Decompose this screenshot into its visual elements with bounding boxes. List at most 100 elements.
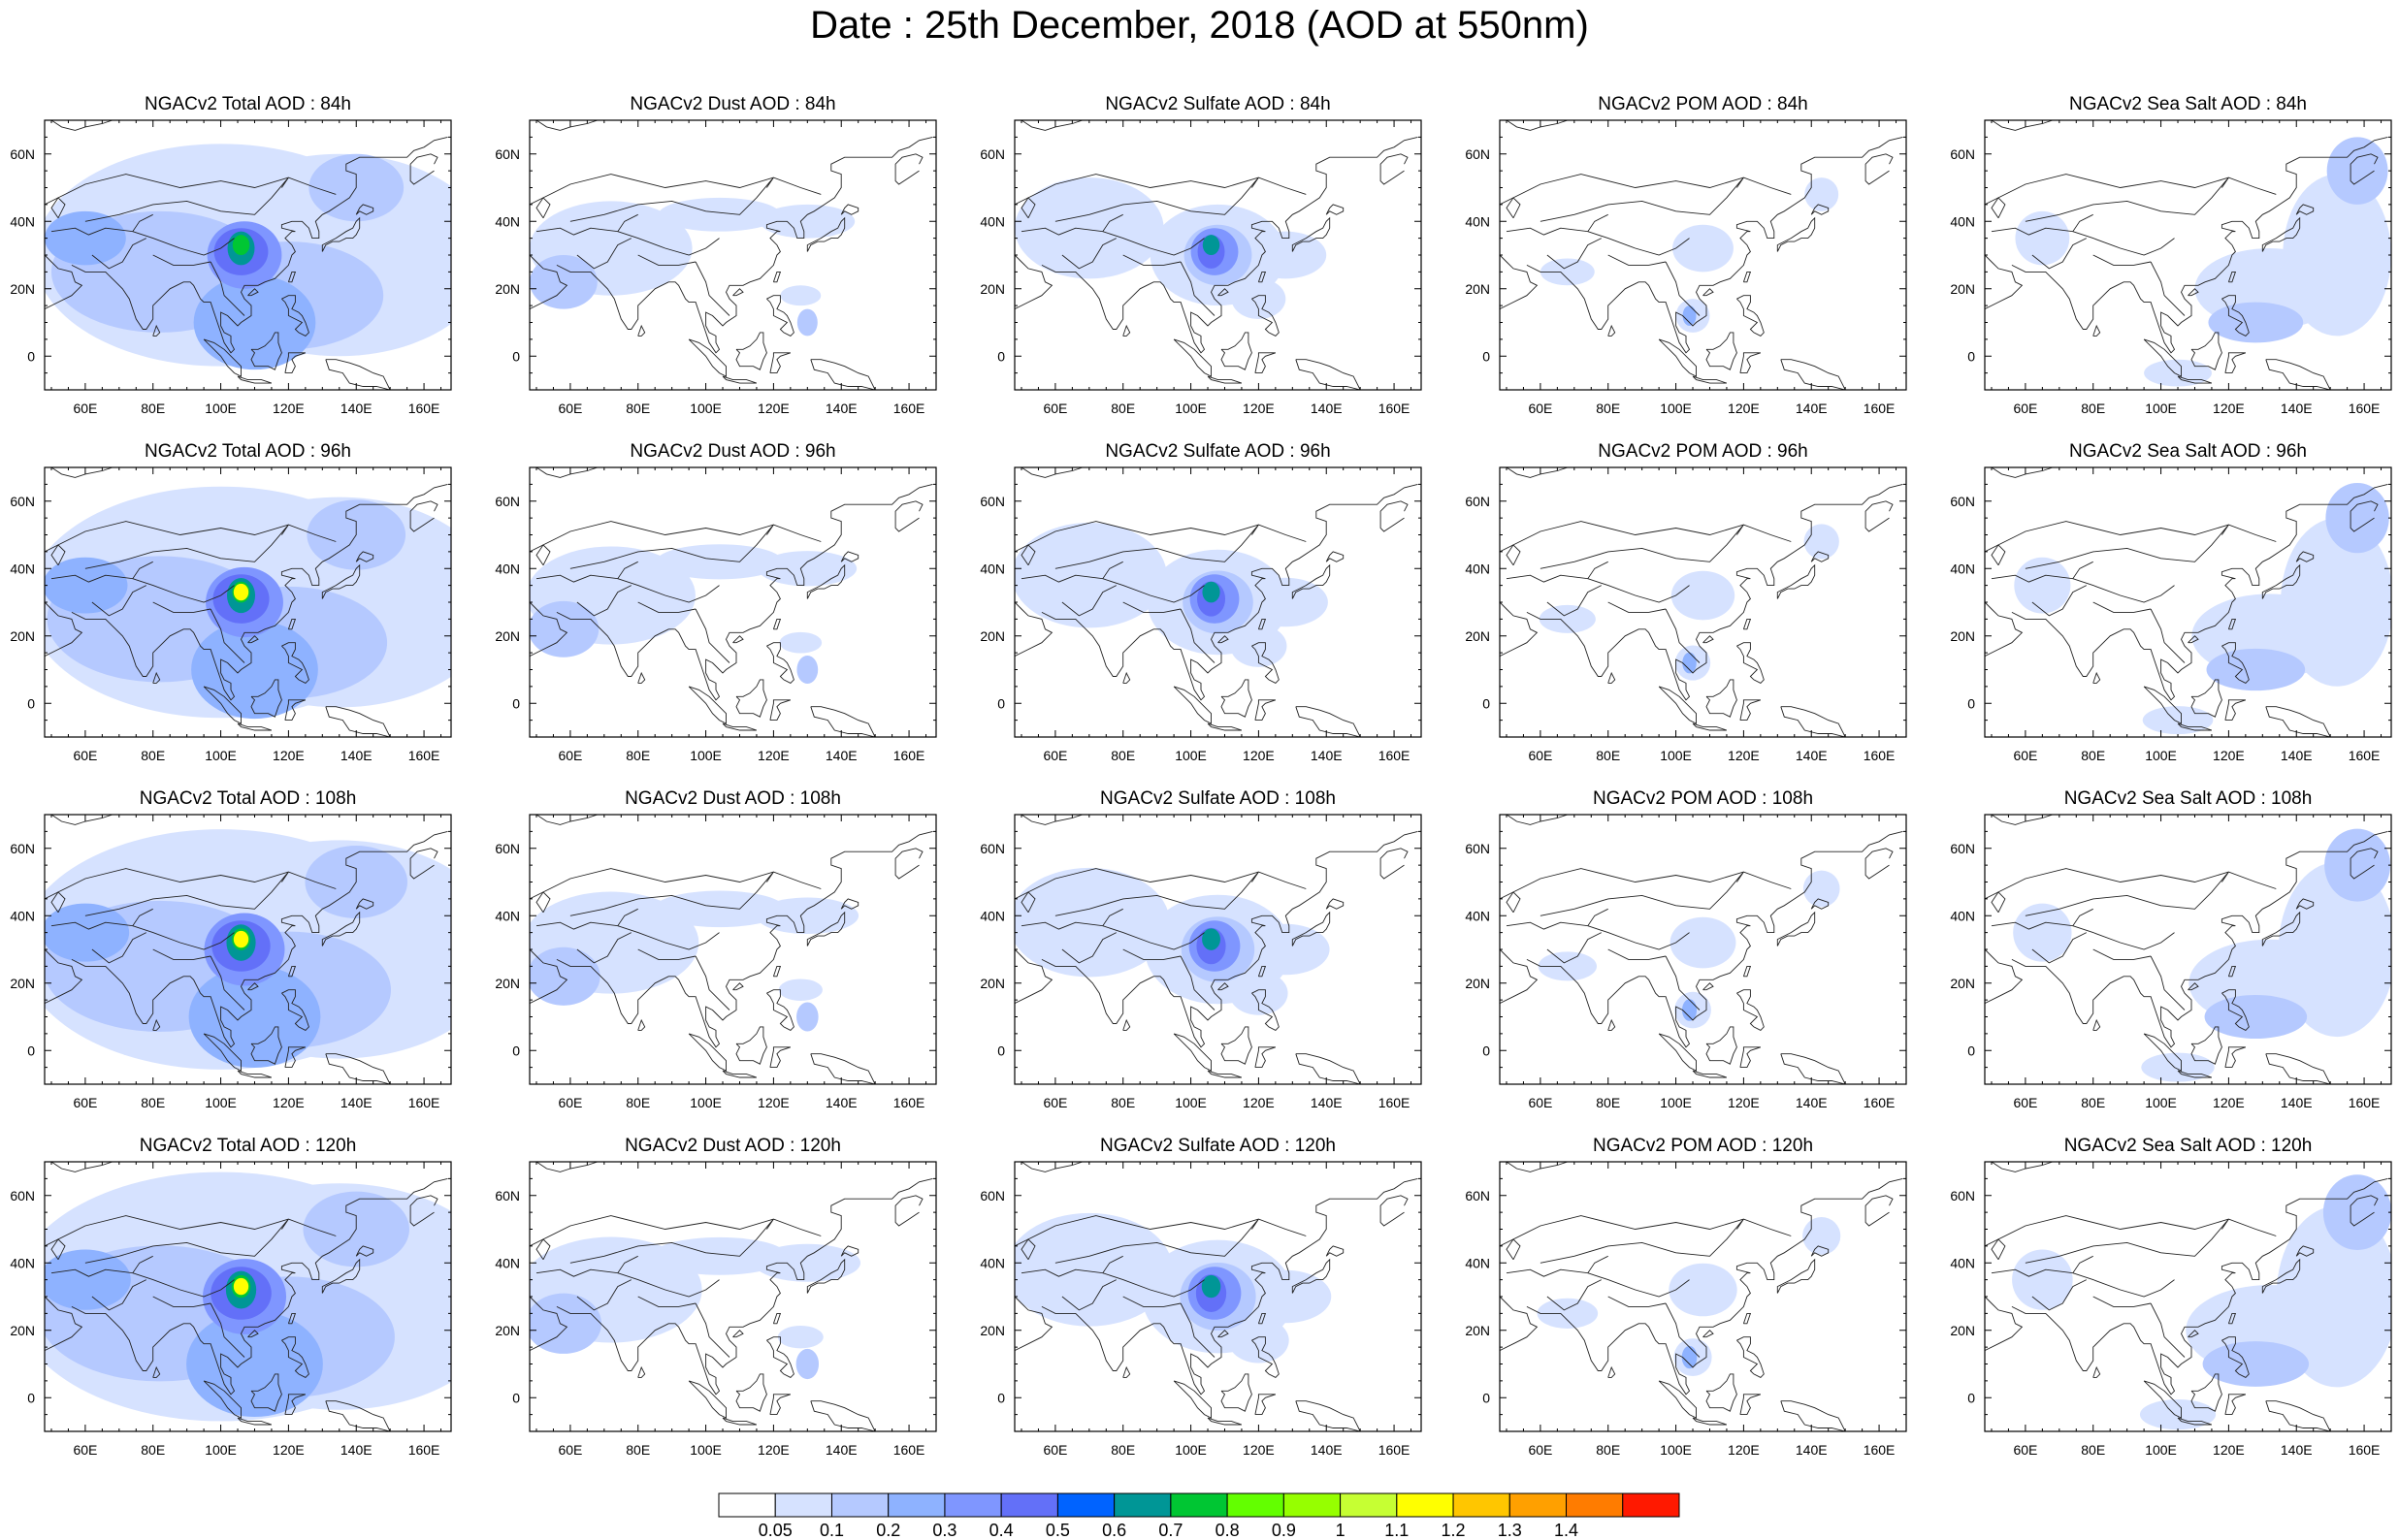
lon-label: 120E xyxy=(758,1442,790,1458)
coastline xyxy=(894,500,924,532)
aod-patch xyxy=(2204,994,2308,1040)
aod-patch xyxy=(754,1243,861,1282)
coastline xyxy=(2221,989,2250,1031)
lon-label: 60E xyxy=(1528,1095,1552,1110)
coastline xyxy=(1015,254,1054,310)
coastline xyxy=(1607,601,1667,613)
colorbar-label: 0.05 xyxy=(759,1521,793,1540)
coastline xyxy=(769,352,792,374)
lat-label: 60N xyxy=(980,1188,1005,1203)
coastline xyxy=(1665,608,1701,663)
lon-label: 100E xyxy=(1175,748,1207,763)
coastline xyxy=(1864,848,1894,880)
coastline xyxy=(688,338,727,377)
coastline xyxy=(637,1018,646,1031)
aod-patch xyxy=(1231,278,1286,320)
coastline xyxy=(556,483,933,701)
coastline xyxy=(688,1380,727,1419)
coastline xyxy=(2150,955,2186,1011)
aod-field xyxy=(45,815,451,1084)
coastline xyxy=(1776,216,1816,252)
coastline xyxy=(355,898,374,910)
lat-label: 20N xyxy=(1465,628,1490,644)
coastline xyxy=(806,1258,846,1294)
aod-patch xyxy=(2208,302,2304,343)
lat-label: 20N xyxy=(1465,976,1490,991)
coastline xyxy=(84,524,289,569)
lon-label: 140E xyxy=(340,1095,373,1110)
lat-label: 0 xyxy=(512,1043,520,1058)
aod-field xyxy=(1015,1162,1421,1431)
lon-label: 140E xyxy=(1311,1442,1343,1458)
coastline xyxy=(1102,925,1205,950)
coastline xyxy=(1658,1033,1697,1072)
lat-label: 20N xyxy=(1465,281,1490,297)
coastline xyxy=(2072,578,2175,603)
aod-patch xyxy=(2324,828,2391,902)
lat-label: 20N xyxy=(1950,976,1975,991)
coastline xyxy=(1736,1336,1765,1378)
panel-title: NGACv2 Total AOD : 108h xyxy=(140,788,357,809)
coastline xyxy=(45,601,83,658)
lat-label: 60N xyxy=(10,494,35,509)
coastline xyxy=(1526,1177,1903,1396)
lat-label: 40N xyxy=(1465,213,1490,229)
map-panel: NGACv2 POM AOD : 120h 60E 80E 100E 120E 140E 1… xyxy=(1465,1136,1907,1458)
lat-label: 60N xyxy=(1950,146,1975,162)
coastline xyxy=(287,618,297,630)
map-panel: NGACv2 Total AOD : 84h 60E 80E 100E 120E 140E… xyxy=(10,94,452,416)
colorbar-swatch xyxy=(1622,1492,1680,1518)
coastline xyxy=(1607,671,1616,684)
coastline xyxy=(50,1238,66,1261)
lon-label: 60E xyxy=(1528,1442,1552,1458)
coastline xyxy=(50,908,153,930)
colorbar-swatch xyxy=(888,1492,946,1518)
colorbar-swatch xyxy=(774,1492,832,1518)
coastline xyxy=(1692,1070,1728,1078)
coastline xyxy=(1061,932,1118,964)
aod-patch xyxy=(1201,1274,1221,1299)
lat-label: 20N xyxy=(980,628,1005,644)
coastline xyxy=(1810,551,1830,562)
coastline xyxy=(1021,891,1036,914)
aod-patch xyxy=(45,210,126,266)
coastline xyxy=(769,699,792,722)
coastline xyxy=(2011,1177,2388,1396)
coastline xyxy=(1257,1312,1267,1325)
coastline xyxy=(2143,1033,2182,1072)
coastline xyxy=(2092,671,2101,684)
lon-label: 60E xyxy=(558,401,582,416)
coastline xyxy=(247,288,259,297)
lon-label: 120E xyxy=(273,401,305,416)
lat-label: 20N xyxy=(1950,628,1975,644)
coastline xyxy=(2227,618,2237,630)
aod-field xyxy=(1015,467,1421,737)
coastline xyxy=(617,231,720,256)
coastline xyxy=(530,868,822,900)
coastline xyxy=(2011,830,2388,1048)
lon-label: 160E xyxy=(1378,1095,1410,1110)
coastline xyxy=(840,204,859,215)
coastline xyxy=(325,359,391,390)
coastline xyxy=(1015,948,1054,1005)
coastline xyxy=(1180,955,1216,1011)
lat-label: 60N xyxy=(1950,841,1975,856)
lon-label: 80E xyxy=(141,1442,165,1458)
panel-title: NGACv2 Sea Salt AOD : 96h xyxy=(2069,441,2307,462)
coastline xyxy=(1702,982,1714,991)
coastline xyxy=(203,1380,242,1419)
colorbar-swatch xyxy=(1056,1492,1116,1518)
coastline xyxy=(1254,699,1277,722)
lon-label: 60E xyxy=(73,1442,97,1458)
coastline xyxy=(1122,254,1182,266)
lat-label: 60N xyxy=(980,146,1005,162)
aod-field xyxy=(530,815,936,1084)
lat-label: 40N xyxy=(1465,1255,1490,1270)
lon-label: 100E xyxy=(205,1095,237,1110)
coastline xyxy=(637,671,646,684)
lat-label: 20N xyxy=(1465,1323,1490,1338)
coastline xyxy=(50,561,153,583)
coastline xyxy=(535,1255,638,1277)
coastline xyxy=(1776,563,1816,599)
coastline xyxy=(2224,352,2247,374)
